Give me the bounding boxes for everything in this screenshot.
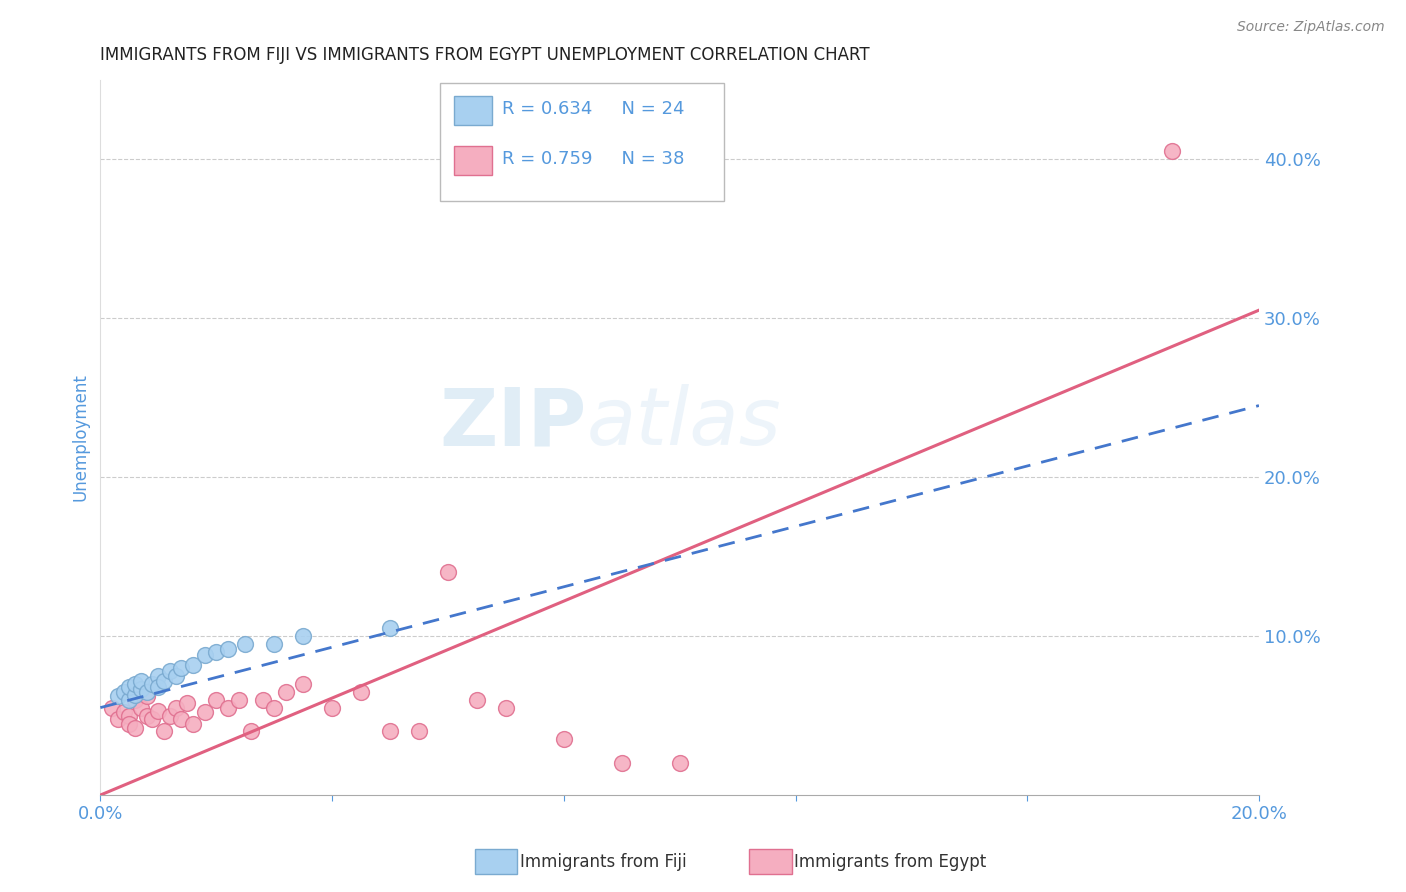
Point xyxy=(135,690,157,704)
Point xyxy=(124,677,146,691)
Text: N = 24: N = 24 xyxy=(610,100,685,118)
Point xyxy=(321,700,343,714)
Point xyxy=(181,716,204,731)
Point xyxy=(112,684,135,698)
Y-axis label: Unemployment: Unemployment xyxy=(72,374,89,501)
Point xyxy=(263,637,285,651)
Point xyxy=(135,684,157,698)
Point xyxy=(118,716,141,731)
Point xyxy=(124,721,146,735)
Point xyxy=(135,708,157,723)
Point xyxy=(252,692,274,706)
Bar xyxy=(454,146,492,175)
Point xyxy=(159,664,181,678)
Point xyxy=(159,708,181,723)
Point xyxy=(141,677,163,691)
Text: ZIP: ZIP xyxy=(440,384,586,462)
Point xyxy=(228,692,250,706)
Point xyxy=(217,700,239,714)
Point xyxy=(107,690,129,704)
Point xyxy=(194,706,217,720)
Point xyxy=(350,684,373,698)
Point xyxy=(408,724,430,739)
Point xyxy=(205,645,228,659)
Point xyxy=(170,712,193,726)
Point xyxy=(118,680,141,694)
Point xyxy=(165,700,187,714)
Point xyxy=(668,756,690,771)
Point xyxy=(101,700,124,714)
Point xyxy=(378,724,401,739)
Point xyxy=(107,712,129,726)
Point xyxy=(181,657,204,672)
Point xyxy=(205,692,228,706)
Point xyxy=(194,648,217,662)
Point xyxy=(129,681,152,696)
Point xyxy=(129,673,152,688)
Point xyxy=(141,712,163,726)
Text: Immigrants from Fiji: Immigrants from Fiji xyxy=(520,853,688,871)
Point xyxy=(1161,145,1184,159)
Point xyxy=(610,756,633,771)
Point xyxy=(165,669,187,683)
Point xyxy=(495,700,517,714)
Point xyxy=(263,700,285,714)
FancyBboxPatch shape xyxy=(440,83,724,202)
Point xyxy=(292,629,315,643)
Point xyxy=(148,669,170,683)
Point xyxy=(170,661,193,675)
Point xyxy=(124,692,146,706)
Point xyxy=(153,724,176,739)
Text: Source: ZipAtlas.com: Source: ZipAtlas.com xyxy=(1237,20,1385,34)
Point xyxy=(112,706,135,720)
Point xyxy=(153,673,176,688)
Point xyxy=(124,688,146,702)
Text: IMMIGRANTS FROM FIJI VS IMMIGRANTS FROM EGYPT UNEMPLOYMENT CORRELATION CHART: IMMIGRANTS FROM FIJI VS IMMIGRANTS FROM … xyxy=(100,46,870,64)
Bar xyxy=(454,96,492,125)
Text: Immigrants from Egypt: Immigrants from Egypt xyxy=(794,853,987,871)
Point xyxy=(378,621,401,635)
Point xyxy=(148,680,170,694)
Point xyxy=(437,566,460,580)
Text: R = 0.759: R = 0.759 xyxy=(502,150,593,168)
Point xyxy=(217,641,239,656)
Point xyxy=(553,732,575,747)
Text: R = 0.634: R = 0.634 xyxy=(502,100,593,118)
Point xyxy=(233,637,256,651)
Point xyxy=(176,696,198,710)
Text: N = 38: N = 38 xyxy=(610,150,685,168)
Point xyxy=(118,692,141,706)
Point xyxy=(239,724,262,739)
Text: atlas: atlas xyxy=(586,384,782,462)
Point xyxy=(274,684,297,698)
Point xyxy=(465,692,488,706)
Point xyxy=(292,677,315,691)
Point xyxy=(129,700,152,714)
Point xyxy=(148,704,170,718)
Point xyxy=(118,708,141,723)
